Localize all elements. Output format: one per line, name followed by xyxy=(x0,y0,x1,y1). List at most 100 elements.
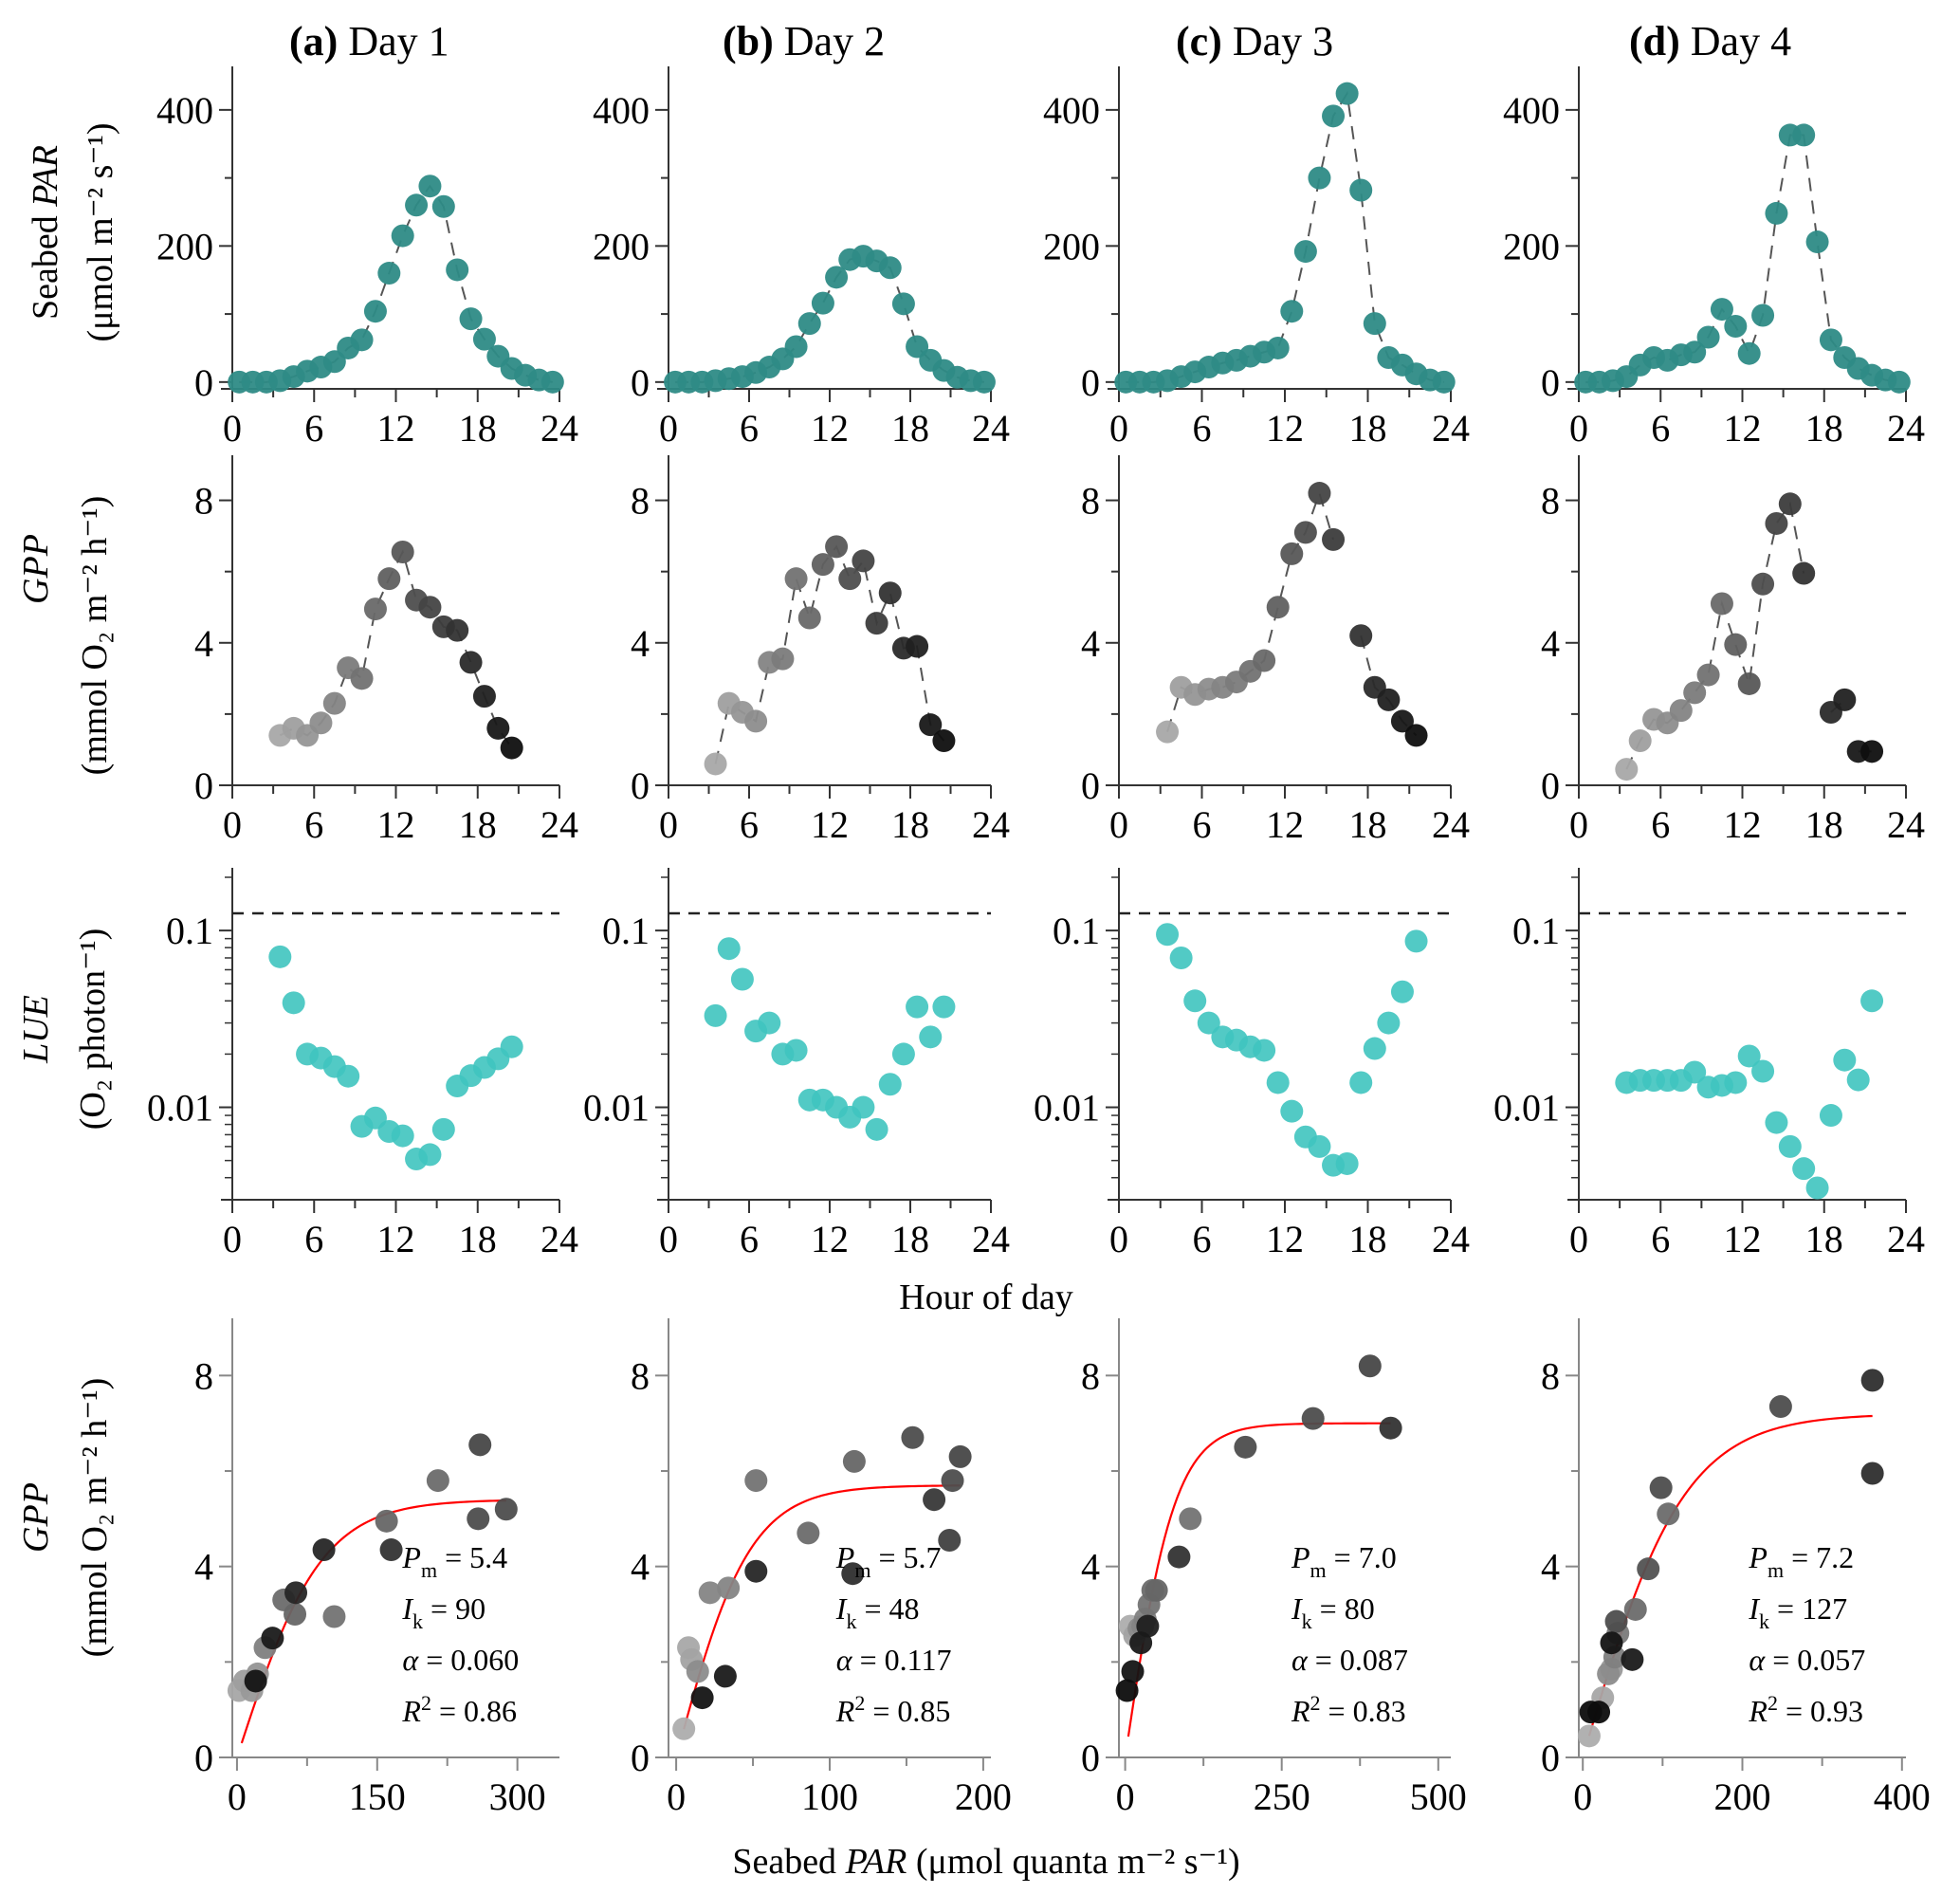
row-title-par: Seabed PAR (μmol m⁻² s⁻¹) xyxy=(26,122,120,341)
data-point xyxy=(312,1538,336,1562)
y-tick-label: 8 xyxy=(194,1354,213,1397)
x-tick-label: 24 xyxy=(540,407,578,450)
data-point xyxy=(350,667,374,690)
x-tick-label: 24 xyxy=(1887,803,1925,846)
y-tick-label: 0 xyxy=(1081,1737,1100,1779)
data-point xyxy=(1778,492,1802,516)
param-pm-subscript: m xyxy=(421,1558,437,1582)
data-point xyxy=(350,328,374,352)
y-tick-label: 0 xyxy=(194,361,213,404)
x-tick-label: 18 xyxy=(891,1218,929,1260)
data-point xyxy=(932,729,956,753)
param-pm-value: = 7.0 xyxy=(1327,1540,1397,1574)
x-tick-label: 500 xyxy=(1410,1775,1467,1818)
param-alpha-value: = 0.117 xyxy=(852,1643,952,1677)
xlabel-hour-of-day: Hour of day xyxy=(899,1278,1073,1317)
data-point xyxy=(919,1025,943,1049)
row-title-pi-main: GPP xyxy=(16,1482,56,1553)
data-point xyxy=(540,370,564,394)
data-point xyxy=(1683,1060,1707,1084)
data-point xyxy=(284,1603,307,1626)
data-point xyxy=(1751,572,1775,596)
data-point xyxy=(1169,946,1193,969)
data-point xyxy=(268,945,292,968)
x-tick-label: 0 xyxy=(659,803,678,846)
param-pm-symbol: P xyxy=(1291,1540,1310,1574)
panel-gpp_time-1: 0 6 12 18 24 0 4 8 xyxy=(194,455,578,846)
data-point xyxy=(426,1469,449,1493)
y-tick-label: 4 xyxy=(194,622,213,665)
param-pm-subscript: m xyxy=(854,1558,870,1582)
x-tick-label: 200 xyxy=(1714,1775,1771,1818)
x-tick-label: 6 xyxy=(740,407,759,450)
param-ik-value: = 127 xyxy=(1769,1591,1847,1626)
data-point xyxy=(472,327,496,351)
data-point xyxy=(1710,592,1733,616)
data-point xyxy=(1792,123,1816,147)
panel-seabed_par-2: 0 6 12 18 24 0 200 400 xyxy=(593,66,1010,450)
y-tick-label: 4 xyxy=(1541,1546,1560,1589)
y-tick-label: 200 xyxy=(593,225,650,267)
data-point xyxy=(1377,1011,1401,1035)
x-tick-label: 0 xyxy=(1569,1218,1588,1260)
panel-lue-4: 0 6 12 18 24 0.01 0.1 xyxy=(1493,868,1925,1260)
data-point xyxy=(1280,300,1304,323)
param-alpha-value: = 0.060 xyxy=(418,1643,519,1677)
data-point xyxy=(1805,230,1829,254)
x-tick-label: 0 xyxy=(667,1775,686,1818)
data-point xyxy=(717,937,741,961)
x-tick-label: 250 xyxy=(1254,1775,1310,1818)
param-alpha-value: = 0.057 xyxy=(1765,1643,1865,1677)
x-tick-label: 6 xyxy=(740,1218,759,1260)
data-point xyxy=(391,224,414,248)
y-tick-label: 4 xyxy=(631,1546,650,1589)
x-tick-label: 12 xyxy=(1724,1218,1762,1260)
data-point xyxy=(391,541,414,564)
param-pm: Pm = 5.7 xyxy=(835,1540,942,1582)
pi-fit-curve xyxy=(240,1499,506,1744)
data-point xyxy=(472,685,496,708)
param-alpha-value: = 0.087 xyxy=(1308,1643,1408,1677)
data-point xyxy=(771,647,795,671)
x-tick-label: 6 xyxy=(1193,407,1212,450)
x-tick-label: 18 xyxy=(1349,1218,1387,1260)
y-tick-label: 0.1 xyxy=(1512,910,1560,952)
y-tick-label: 0.01 xyxy=(147,1087,213,1130)
y-tick-label: 4 xyxy=(1081,622,1100,665)
param-r2-value: = 0.93 xyxy=(1778,1694,1863,1728)
param-r2: R2 = 0.93 xyxy=(1748,1691,1863,1728)
data-point xyxy=(1860,1369,1884,1392)
data-point xyxy=(841,1562,865,1586)
data-point xyxy=(1615,758,1639,782)
data-point xyxy=(811,553,834,577)
panel-title-c: (c) Day 3 xyxy=(1176,18,1333,64)
row-title-gpp-unit: (mmol O₂ m⁻² h⁻¹) xyxy=(75,496,115,776)
data-point xyxy=(363,598,387,621)
y-tick-label: 8 xyxy=(1541,480,1560,523)
y-tick-label: 0 xyxy=(631,764,650,807)
data-point xyxy=(698,1581,722,1605)
x-tick-label: 18 xyxy=(1349,407,1387,450)
data-point xyxy=(1600,1631,1623,1655)
panel-title-b: (b) Day 2 xyxy=(723,18,885,64)
x-tick-label: 200 xyxy=(955,1775,1012,1818)
data-point xyxy=(1322,104,1346,128)
param-ik-value: = 80 xyxy=(1312,1591,1375,1626)
data-point xyxy=(1669,699,1693,723)
data-point xyxy=(865,612,888,635)
param-r2-symbol: R xyxy=(835,1694,855,1728)
data-point xyxy=(363,300,387,323)
data-point xyxy=(878,1073,902,1096)
data-point xyxy=(459,651,483,674)
param-pm: Pm = 7.2 xyxy=(1748,1540,1854,1582)
data-point xyxy=(1322,527,1346,551)
data-point xyxy=(1390,980,1414,1003)
row-title-lue-main: LUE xyxy=(16,995,56,1064)
data-point xyxy=(1308,166,1331,190)
data-point xyxy=(1833,688,1857,711)
data-point xyxy=(1657,1502,1680,1526)
row-title-lue: LUE (O₂ photon⁻¹) xyxy=(16,929,113,1131)
data-point xyxy=(730,967,754,991)
data-point xyxy=(418,175,442,198)
